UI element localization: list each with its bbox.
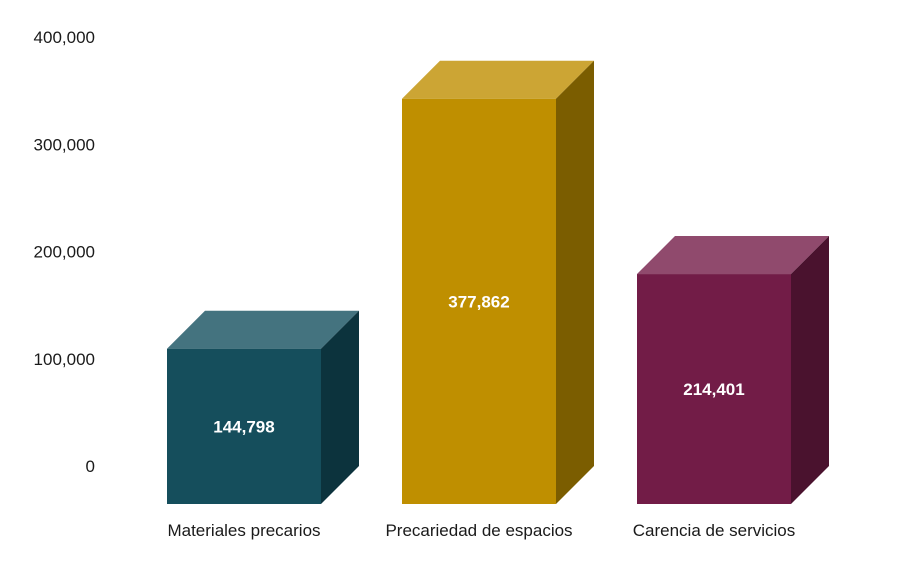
y-tick-label: 100,000 (34, 350, 95, 369)
bar: 377,862 (402, 60, 594, 504)
bar-side-face (321, 310, 359, 504)
bar: 214,401 (637, 236, 829, 504)
bar-side-face (556, 60, 594, 504)
bar-front-face (402, 98, 556, 504)
x-category-label: Precariedad de espacios (385, 521, 572, 540)
data-label: 214,401 (683, 380, 744, 399)
bar-front-face (637, 274, 791, 504)
y-tick-label: 300,000 (34, 135, 95, 154)
y-axis: 0 100,000 200,000 300,000 400,000 (34, 28, 95, 476)
data-label: 144,798 (213, 417, 274, 436)
x-category-label: Materiales precarios (167, 521, 320, 540)
bar: 144,798 (167, 310, 359, 504)
bar-top-face (167, 310, 359, 349)
x-category-label: Carencia de servicios (633, 521, 796, 540)
bars: 144,798 377,862 214,401 (167, 60, 829, 504)
bar-front-face (167, 348, 321, 504)
y-tick-label: 200,000 (34, 243, 95, 262)
y-tick-label: 400,000 (34, 28, 95, 47)
bar-top-face (402, 60, 594, 99)
x-axis: Materiales precarios Precariedad de espac… (167, 521, 795, 540)
y-tick-label: 0 (86, 457, 95, 476)
bar-side-face (791, 236, 829, 504)
data-label: 377,862 (448, 292, 509, 311)
bar-top-face (637, 236, 829, 275)
